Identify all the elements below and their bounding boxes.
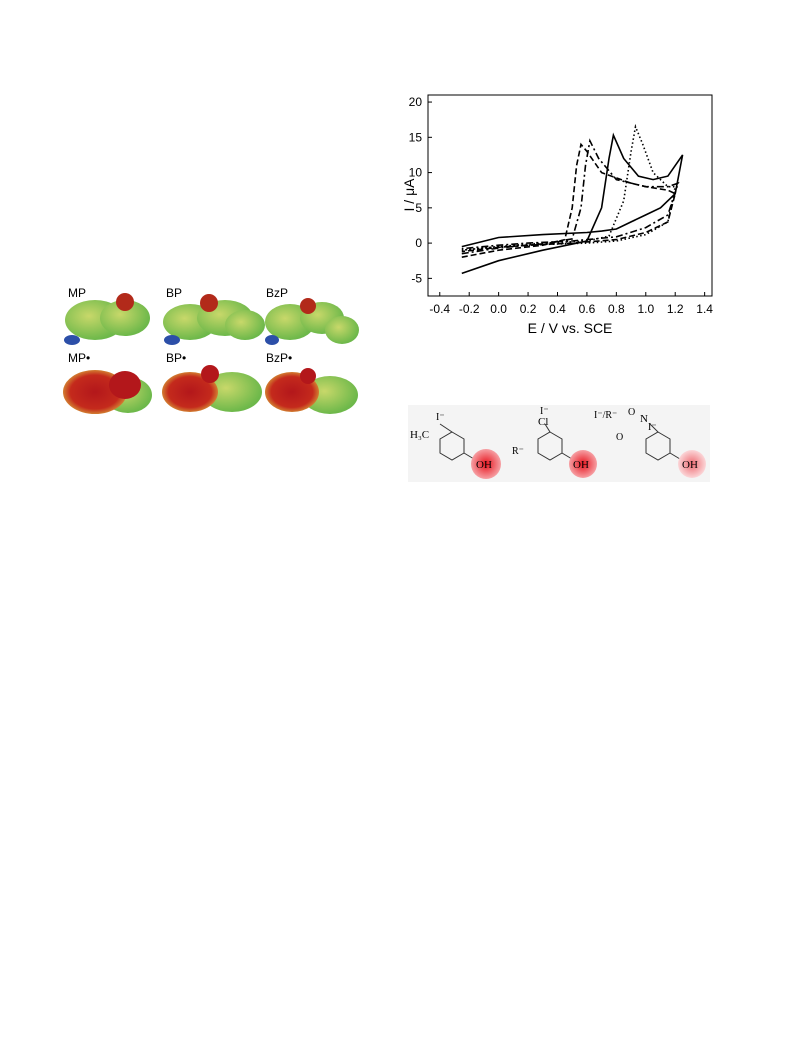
y-tick-label: 20 [409,95,423,109]
scheme: H₃C I⁻ OH Cl I⁻ R⁻ OH I⁻/R⁻ N O O I⁻ OH [408,405,710,482]
esp-figure: MP BP BzP MP• BP• BzP• [63,286,359,414]
mp-radical [63,370,152,414]
molecule-label: MP [68,286,86,300]
bp-radical [162,365,262,412]
molecule-label: BzP [266,286,288,300]
x-tick-label: 1.0 [637,302,654,316]
scheme-label: I⁻ [436,412,445,423]
y-tick-label: -5 [411,271,422,285]
y-tick-label: 5 [415,201,422,215]
scheme-label: I⁻ [540,406,549,417]
x-tick-label: 0.2 [520,302,537,316]
scheme-label: O [616,432,623,443]
mp [64,293,150,345]
plot-frame [427,94,713,297]
x-tick-label: -0.2 [459,302,480,316]
bp [163,294,265,345]
y-tick-label: 0 [415,236,422,250]
y-axis-title: I / μA [401,178,417,212]
x-tick-label: 1.2 [667,302,684,316]
scheme-label: OH [682,459,698,471]
scheme-label: R⁻ [512,446,524,457]
cv-curve [461,138,680,255]
scheme-label: OH [476,459,492,471]
molecule-label: BzP• [266,351,292,365]
x-tick-label: 0.4 [549,302,566,316]
scheme-label: O [628,407,635,418]
scheme-label: N [640,413,648,425]
y-tick-label: 10 [409,166,423,180]
molecule-label: BP [166,286,182,300]
x-tick-label: 0.8 [608,302,625,316]
x-tick-label: 0.6 [579,302,596,316]
scheme-label: OH [573,459,589,471]
molecule-label: MP• [68,351,90,365]
x-tick-label: -0.4 [429,302,450,316]
scheme-label: I⁻/R⁻ [594,410,617,421]
cv-curve [461,123,677,251]
scheme-label: H₃C [410,429,429,441]
y-tick-label: 15 [409,130,423,144]
chart: E / V vs. SCE I / μA -5 0 5 10 15 20 -0.4 -0.2 0… [401,94,713,336]
x-tick-label: 1.4 [696,302,713,316]
bzp-radical [265,368,358,414]
x-axis-title: E / V vs. SCE [528,320,613,336]
scheme-label: I⁻ [648,422,657,433]
bzp [265,298,359,345]
cv-curve [461,132,684,275]
x-tick-label: 0.0 [490,302,507,316]
scheme-label: Cl [538,416,548,428]
molecule-label: BP• [166,351,186,365]
